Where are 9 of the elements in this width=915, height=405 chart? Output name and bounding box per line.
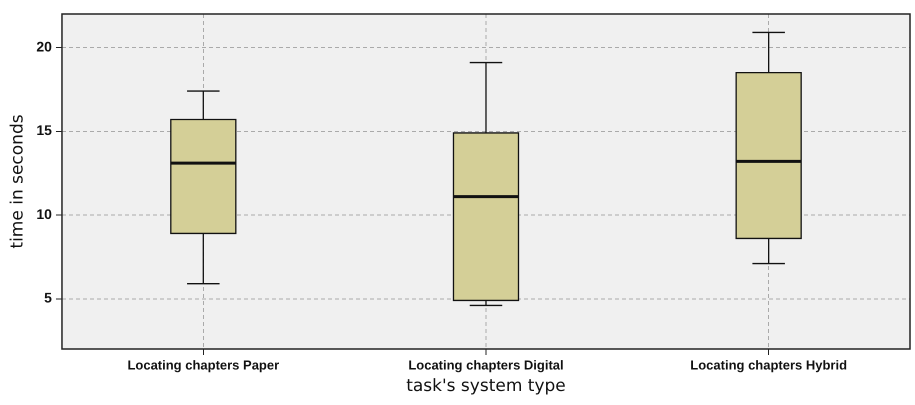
x-axis-title: task's system type xyxy=(406,376,566,396)
y-tick-label: 20 xyxy=(36,38,52,54)
y-tick-label: 5 xyxy=(44,290,52,306)
x-tick-label: Locating chapters Hybrid xyxy=(690,357,848,372)
x-tick-label: Locating chapters Digital xyxy=(408,357,564,372)
y-tick-label: 15 xyxy=(36,122,52,138)
x-tick-label: Locating chapters Paper xyxy=(127,357,280,372)
y-axis-title: time in seconds xyxy=(8,114,28,249)
y-tick-label: 10 xyxy=(36,206,52,222)
